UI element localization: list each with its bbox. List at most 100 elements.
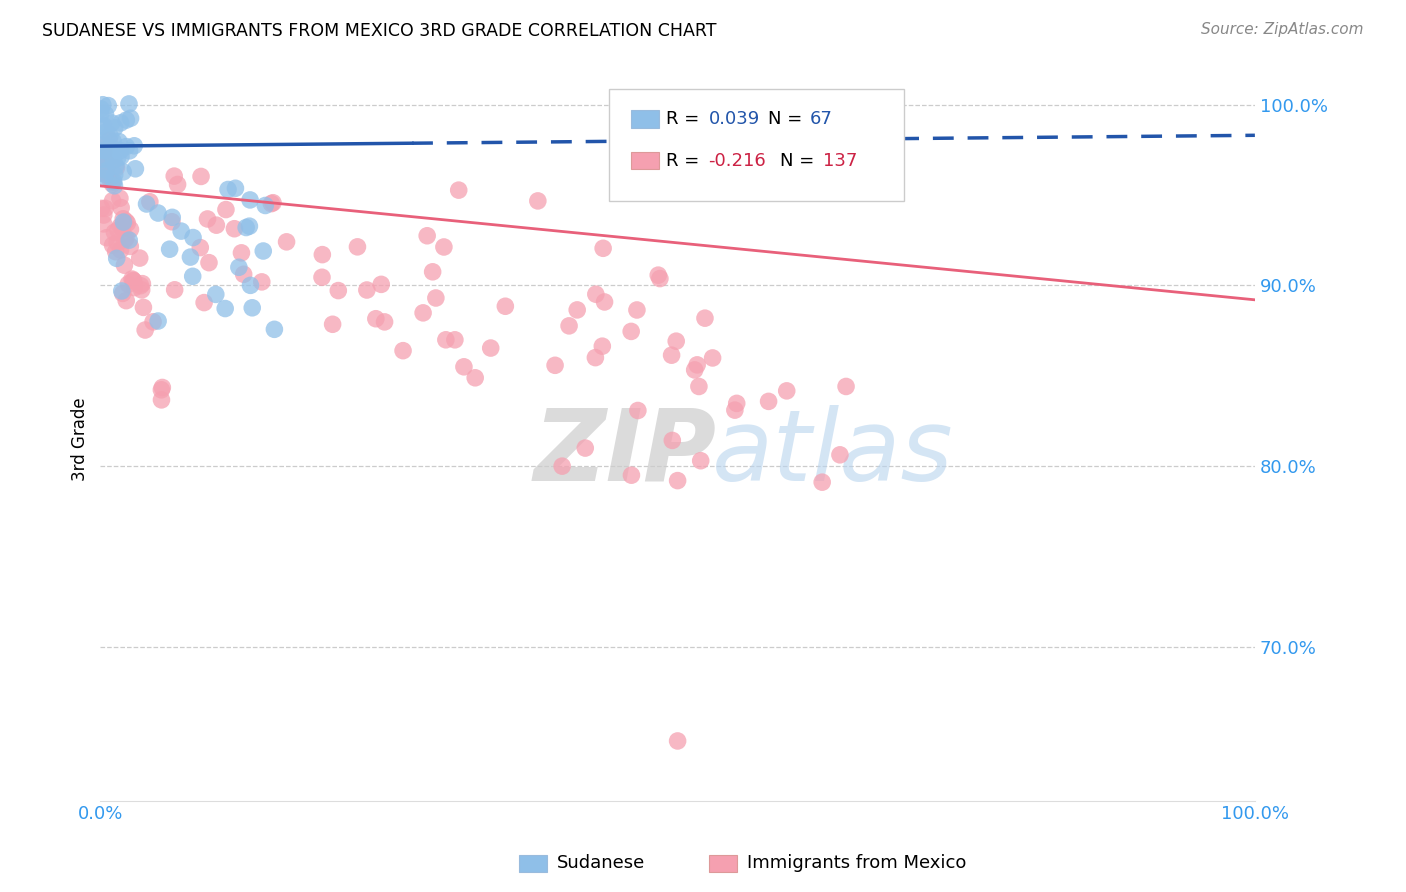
Point	[494, 299, 516, 313]
Point	[98, 133, 121, 147]
Point	[179, 250, 201, 264]
Point	[574, 441, 596, 455]
Point	[103, 174, 125, 188]
Point	[110, 243, 132, 257]
Point	[693, 311, 716, 326]
Point	[91, 171, 114, 186]
Point	[98, 172, 121, 186]
Point	[311, 247, 333, 261]
Point	[591, 339, 613, 353]
Point	[665, 334, 688, 348]
Point	[661, 348, 683, 362]
Point	[104, 168, 127, 182]
Point	[107, 223, 129, 237]
Point	[205, 218, 228, 232]
Point	[120, 239, 142, 253]
Y-axis label: 3rd Grade: 3rd Grade	[72, 397, 89, 481]
Point	[94, 202, 117, 216]
Point	[364, 311, 387, 326]
Point	[94, 107, 117, 121]
Point	[112, 258, 135, 272]
Point	[97, 98, 120, 112]
Point	[104, 244, 127, 259]
Point	[181, 269, 204, 284]
Point	[90, 102, 112, 116]
Text: Sudanese: Sudanese	[557, 855, 645, 872]
Point	[122, 274, 145, 288]
Point	[422, 265, 444, 279]
Text: Immigrants from Mexico: Immigrants from Mexico	[747, 855, 966, 872]
Point	[322, 318, 344, 332]
Point	[412, 306, 434, 320]
Text: 67: 67	[810, 110, 832, 128]
Point	[702, 351, 724, 365]
Point	[110, 150, 132, 164]
Point	[163, 283, 186, 297]
Point	[90, 202, 112, 216]
Text: 137: 137	[823, 152, 856, 169]
Point	[103, 225, 125, 239]
Point	[150, 383, 173, 397]
Point	[120, 222, 142, 236]
Point	[117, 277, 139, 292]
Point	[101, 238, 124, 252]
Point	[105, 235, 128, 250]
Point	[118, 97, 141, 112]
Point	[105, 161, 128, 175]
Point	[93, 145, 115, 159]
Point	[162, 211, 184, 225]
Point	[108, 135, 131, 149]
Point	[214, 301, 236, 316]
Point	[146, 314, 169, 328]
Point	[111, 286, 134, 301]
Point	[276, 235, 298, 249]
Text: SUDANESE VS IMMIGRANTS FROM MEXICO 3RD GRADE CORRELATION CHART: SUDANESE VS IMMIGRANTS FROM MEXICO 3RD G…	[42, 22, 717, 40]
Point	[131, 283, 153, 297]
Point	[689, 454, 711, 468]
Text: R =: R =	[666, 152, 706, 169]
Point	[204, 287, 226, 301]
Point	[231, 245, 253, 260]
Point	[93, 208, 115, 222]
Point	[224, 221, 246, 235]
Point	[425, 291, 447, 305]
Text: atlas: atlas	[713, 405, 953, 502]
Point	[188, 241, 211, 255]
Text: 0.039: 0.039	[709, 110, 759, 128]
Point	[96, 157, 118, 171]
Point	[103, 178, 125, 193]
Text: N =: N =	[768, 110, 807, 128]
Point	[101, 134, 124, 148]
Point	[142, 315, 165, 329]
Point	[135, 197, 157, 211]
Point	[118, 233, 141, 247]
Point	[90, 107, 112, 121]
Point	[254, 198, 277, 212]
Point	[120, 112, 142, 126]
Point	[112, 211, 135, 226]
Point	[239, 193, 262, 207]
Point	[193, 295, 215, 310]
Point	[433, 240, 456, 254]
Point	[190, 169, 212, 184]
Point	[776, 384, 799, 398]
Point	[160, 215, 183, 229]
Point	[90, 165, 112, 179]
Point	[666, 474, 689, 488]
Point	[104, 159, 127, 173]
Point	[104, 120, 127, 135]
Point	[416, 228, 439, 243]
Point	[107, 152, 129, 166]
Point	[122, 138, 145, 153]
Point	[122, 273, 145, 287]
Point	[170, 224, 193, 238]
Point	[252, 244, 274, 258]
Text: R =: R =	[666, 110, 706, 128]
Point	[110, 144, 132, 158]
Point	[93, 144, 115, 158]
Point	[96, 157, 118, 171]
Point	[115, 230, 138, 244]
Point	[93, 155, 115, 169]
Point	[100, 116, 122, 130]
Point	[131, 277, 153, 291]
